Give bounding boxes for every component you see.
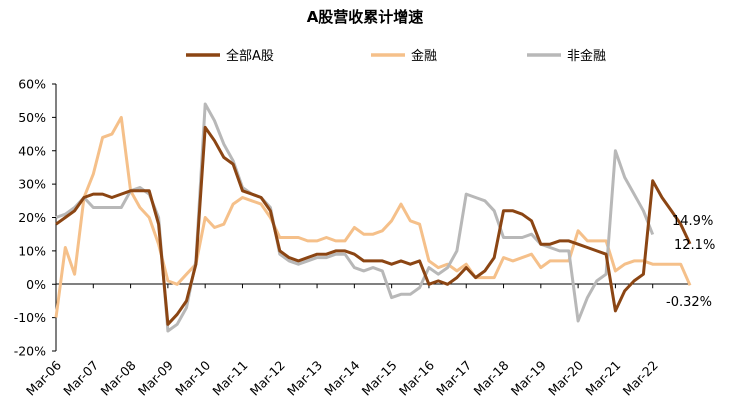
x-tick-label: Mar-09 bbox=[135, 357, 176, 398]
x-tick-label: Mar-10 bbox=[172, 357, 213, 398]
y-tick-label: 20% bbox=[18, 210, 46, 225]
annotation-finance-last: -0.32% bbox=[666, 295, 712, 310]
x-tick-label: Mar-21 bbox=[582, 358, 623, 399]
annotation-nonfinance-last: 14.9% bbox=[672, 214, 713, 229]
x-tick-label: Mar-07 bbox=[60, 358, 101, 399]
y-tick-label: 50% bbox=[18, 110, 46, 125]
x-tick-label: Mar-12 bbox=[247, 358, 288, 399]
series-lines bbox=[54, 102, 692, 333]
x-tick-label: Mar-08 bbox=[98, 357, 139, 398]
x-tick-label: Mar-16 bbox=[396, 357, 437, 398]
series-line-nonfinance bbox=[55, 102, 655, 333]
x-tick-label: Mar-14 bbox=[321, 357, 362, 398]
x-tick-label: Mar-15 bbox=[359, 358, 400, 399]
series-line-all-a bbox=[55, 125, 692, 326]
x-tick-label: Mar-22 bbox=[620, 358, 661, 399]
x-ticks: Mar-06Mar-07Mar-08Mar-09Mar-10Mar-11Mar-… bbox=[23, 284, 661, 399]
y-tick-label: 60% bbox=[18, 77, 46, 92]
series-line-finance bbox=[54, 115, 692, 318]
x-tick-label: Mar-17 bbox=[433, 358, 474, 399]
legend-label-finance: 金融 bbox=[411, 48, 437, 64]
y-tick-label: -10% bbox=[14, 310, 46, 325]
legend: 全部A股 金融 非金融 bbox=[186, 48, 606, 64]
y-tick-label: 30% bbox=[18, 177, 46, 192]
x-tick-label: Mar-20 bbox=[545, 357, 586, 398]
y-tick-label: 10% bbox=[18, 243, 46, 258]
x-tick-label: Mar-18 bbox=[470, 357, 511, 398]
x-tick-label: Mar-06 bbox=[23, 357, 64, 398]
x-tick-label: Mar-11 bbox=[209, 358, 250, 399]
y-tick-label: -20% bbox=[14, 344, 46, 359]
legend-item-finance: 金融 bbox=[371, 48, 437, 64]
y-tick-label: 0% bbox=[26, 277, 46, 292]
legend-item-nonfinance: 非金融 bbox=[527, 48, 606, 64]
x-tick-label: Mar-19 bbox=[508, 357, 549, 398]
legend-item-all-a: 全部A股 bbox=[186, 48, 274, 64]
y-tick-label: 40% bbox=[18, 143, 46, 158]
chart-title: A股营收累计增速 bbox=[307, 8, 424, 26]
annotation-all-a-last: 12.1% bbox=[674, 238, 715, 253]
y-ticks: 60% 50% 40% 30% 20% 10% 0% -10% -20% bbox=[14, 77, 56, 359]
legend-label-all-a: 全部A股 bbox=[226, 48, 274, 64]
x-tick-label: Mar-13 bbox=[284, 358, 325, 399]
legend-label-nonfinance: 非金融 bbox=[567, 48, 606, 64]
